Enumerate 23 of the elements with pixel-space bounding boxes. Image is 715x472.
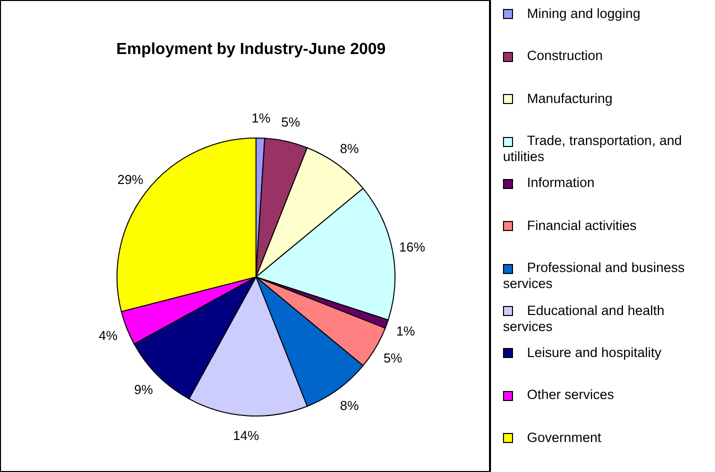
data-label: 9% [134,382,154,397]
data-label: 29% [117,172,144,188]
legend-label: Government [526,430,602,446]
data-label: 14% [233,428,260,444]
legend-label: Trade, transportation, and utilities [503,133,683,166]
legend-label: Financial activities [526,218,638,234]
data-label: 16% [399,240,426,255]
data-label: 8% [340,398,360,414]
legend-label: Mining and logging [526,6,642,22]
legend-label: Manufacturing [526,90,614,107]
data-label: 5% [281,114,301,130]
text: Employment by Industry-June 2009 [115,41,387,59]
legend-label: Professional and business services [503,260,686,292]
data-label: 4% [98,328,118,344]
data-label: 8% [340,140,360,156]
data-label: 1% [396,323,416,338]
data-label: 1% [252,110,271,126]
legend-label: Leisure and hospitality [526,344,662,361]
legend-label: Construction [526,48,604,64]
data-label: 5% [383,350,403,366]
legend-label: Other services [526,387,616,404]
legend-label: Educational and health services [503,302,666,335]
legend-label: Information [526,175,596,192]
